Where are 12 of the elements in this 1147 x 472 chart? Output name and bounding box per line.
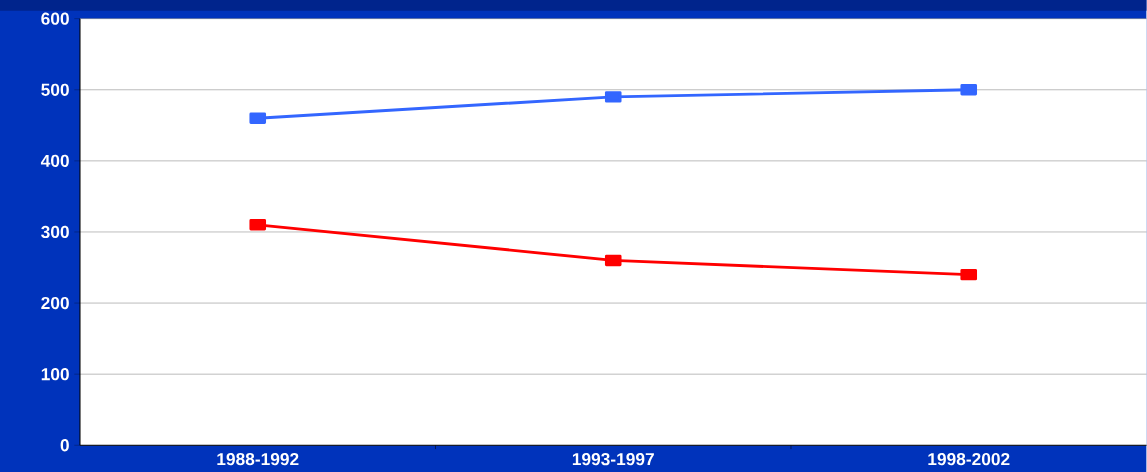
x-tick-label: 1988-1992 xyxy=(217,453,299,466)
y-tick-label: 500 xyxy=(41,83,69,96)
y-tick-label: 0 xyxy=(60,439,69,452)
y-tick-label: 200 xyxy=(41,296,69,310)
y-tick-label: 300 xyxy=(41,225,69,239)
x-tick-label: 1993-1997 xyxy=(572,453,654,466)
y-tick-label: 400 xyxy=(40,154,69,168)
point xyxy=(960,268,978,281)
point xyxy=(604,254,622,267)
y-tick-label: 100 xyxy=(41,368,69,381)
y-tick-label: 600 xyxy=(41,12,69,25)
x-tick-label: 1998-2002 xyxy=(928,453,1010,466)
